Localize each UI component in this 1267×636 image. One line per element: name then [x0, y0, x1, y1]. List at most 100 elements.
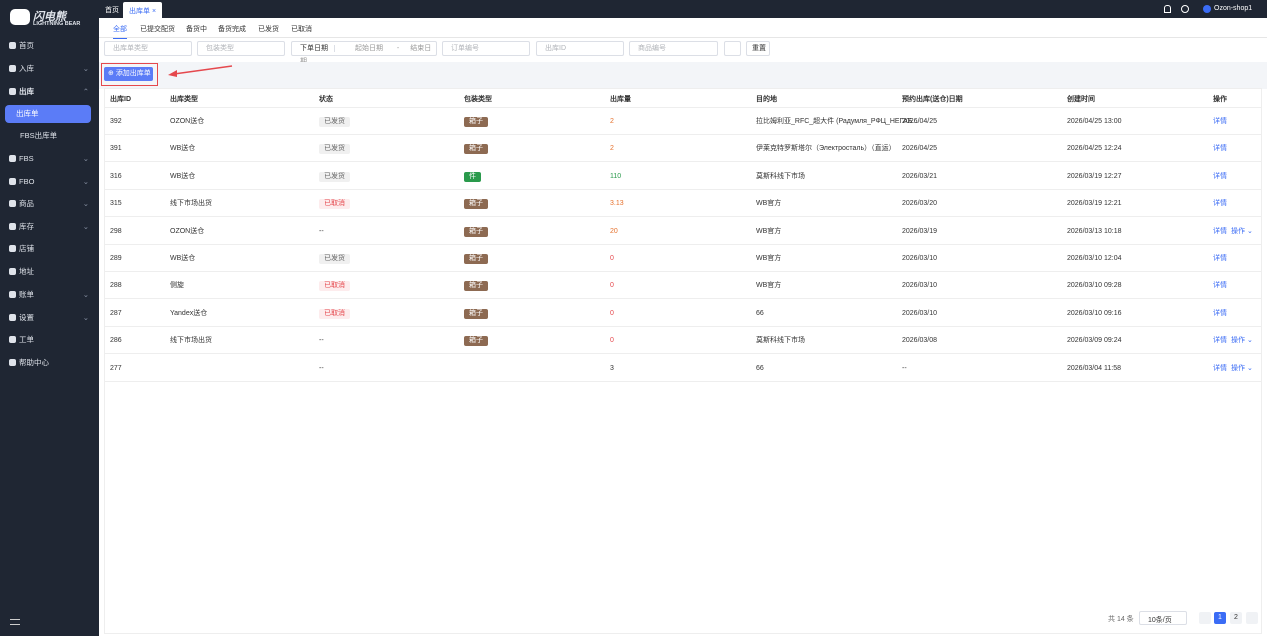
cell: 侧旋: [170, 282, 184, 290]
menu-item[interactable]: 出库 ⌃: [9, 83, 91, 101]
package-select[interactable]: 包装类型: [197, 41, 285, 56]
page-number[interactable]: 2: [1230, 612, 1242, 624]
detail-link[interactable]: 详情: [1213, 364, 1227, 372]
cell: OZON送仓: [170, 118, 205, 125]
menu-item[interactable]: FBS ⌄: [9, 150, 91, 168]
ops-cell: 详情: [1213, 163, 1231, 190]
detail-link[interactable]: 详情: [1213, 145, 1227, 153]
menu-label: 入库: [19, 64, 34, 73]
cell: Yandex送仓: [170, 309, 208, 317]
cell: --: [319, 227, 324, 235]
package-cell: 箱子: [464, 245, 488, 272]
status-cell: 已取消: [319, 300, 350, 327]
chevron: ⌄: [82, 64, 89, 73]
highlight-box: [101, 63, 158, 86]
logo-cn: 闪电熊: [33, 11, 66, 23]
ops-dropdown[interactable]: 操作 ⌄: [1231, 364, 1253, 372]
page-tab[interactable]: 出库单 ×: [123, 2, 163, 18]
cell: 2026/04/25: [902, 145, 938, 153]
cell: 0: [610, 309, 614, 317]
menu-label: FBO: [19, 177, 35, 186]
cell: 0: [610, 255, 614, 262]
cell: 2026/03/10 09:28: [1067, 282, 1122, 290]
menu-item[interactable]: 账单 ⌄: [9, 286, 91, 304]
table-row: 392 OZON送仓 已发货 箱子 2 拉比姆利亚_RFC_超大件 (Радумля_РФ…: [105, 108, 1261, 135]
status-tab[interactable]: 备货中: [186, 26, 207, 33]
status-tab[interactable]: 已发货: [258, 26, 279, 33]
status-tab[interactable]: 已提交配货: [140, 26, 175, 33]
menu-item[interactable]: 库存 ⌄: [9, 218, 91, 236]
prev-page[interactable]: [1199, 612, 1211, 624]
cell: 2: [610, 145, 614, 153]
type-select[interactable]: 出库单类型: [104, 41, 192, 56]
date-range[interactable]: 下单日期 起始日期 - 结束日期: [291, 41, 437, 65]
bell-icon[interactable]: [1164, 5, 1171, 13]
status-tab[interactable]: 备货完成: [218, 26, 246, 33]
menu-item[interactable]: 地址: [9, 263, 91, 281]
menu-item[interactable]: 首页: [9, 37, 91, 55]
status-tab[interactable]: 已取消: [291, 26, 312, 33]
cell: WB送仓: [170, 255, 196, 262]
shop-name[interactable]: Ozon-shop1: [1214, 5, 1253, 12]
status-tab[interactable]: 全部: [113, 24, 127, 39]
order-input[interactable]: 订单编号: [442, 41, 530, 56]
home-link[interactable]: 首页: [105, 7, 119, 14]
menu-item[interactable]: FBO ⌄: [9, 173, 91, 191]
ops-cell: 详情: [1213, 272, 1231, 299]
menu-item[interactable]: 商品 ⌄: [9, 195, 91, 213]
detail-link[interactable]: 详情: [1213, 282, 1227, 290]
divider: [99, 37, 1267, 38]
detail-link[interactable]: 详情: [1213, 118, 1227, 125]
next-page[interactable]: [1246, 612, 1258, 624]
out-id-input[interactable]: 出库ID: [536, 41, 624, 56]
page-number[interactable]: 1: [1214, 612, 1226, 624]
menu-item[interactable]: 设置 ⌄: [9, 309, 91, 327]
ops-dropdown[interactable]: 操作 ⌄: [1231, 227, 1253, 235]
cell: 伊莱克特罗斯塔尔（Электросталь）（直运）: [756, 145, 896, 153]
help-icon[interactable]: [1181, 5, 1189, 13]
package-tag: 箱子: [464, 226, 488, 237]
detail-link[interactable]: 详情: [1213, 337, 1227, 345]
menu-label: 账单: [19, 290, 34, 299]
collapse-icon[interactable]: [10, 619, 20, 625]
menu-item[interactable]: 入库 ⌄: [9, 60, 91, 78]
menu-label: 工单: [19, 335, 34, 344]
status-tag: 已取消: [319, 281, 350, 292]
cell: 20: [610, 227, 618, 235]
status-cell: 已发货: [319, 108, 350, 135]
column-header: 创建时间: [1067, 96, 1095, 103]
menu-item[interactable]: 店铺: [9, 240, 91, 258]
status-cell: 已发货: [319, 245, 350, 272]
menu-label: 首页: [19, 41, 34, 50]
search-button[interactable]: [724, 41, 741, 56]
menu-item[interactable]: 帮助中心: [9, 354, 91, 372]
status-tag: 已发货: [319, 171, 350, 182]
detail-link[interactable]: 详情: [1213, 172, 1227, 180]
menu-item[interactable]: 工单: [9, 331, 91, 349]
chevron: ⌄: [82, 199, 89, 208]
cell: WB送仓: [170, 145, 196, 153]
menu-item[interactable]: 出库单: [5, 105, 91, 123]
chevron: ⌄: [82, 313, 89, 322]
ops-dropdown[interactable]: 操作 ⌄: [1231, 337, 1253, 345]
ops-cell: 详情: [1213, 108, 1231, 135]
menu-label: FBS: [19, 154, 34, 163]
detail-link[interactable]: 详情: [1213, 255, 1227, 262]
add-button[interactable]: ⊕ 添加出库单: [104, 67, 153, 81]
detail-link[interactable]: 详情: [1213, 200, 1227, 208]
product-input[interactable]: 商品编号: [629, 41, 718, 56]
table-row: 288 侧旋 已取消 箱子 0 WB官方 2026/03/10 2026/03/10 09:2…: [105, 272, 1261, 300]
cell: 66: [756, 364, 764, 372]
page-size[interactable]: 10条/页: [1139, 611, 1187, 625]
menu-label: 商品: [19, 199, 34, 208]
reset-button[interactable]: 重置: [746, 41, 770, 56]
cell: 0: [610, 282, 614, 290]
detail-link[interactable]: 详情: [1213, 227, 1227, 235]
logo-en: LIGHTNING BEAR: [33, 21, 81, 27]
cell: 2026/03/20: [902, 200, 938, 208]
menu-item[interactable]: FBS出库单: [9, 127, 91, 145]
cell: OZON送仓: [170, 227, 205, 235]
detail-link[interactable]: 详情: [1213, 309, 1227, 317]
cell: 315: [110, 200, 122, 208]
package-cell: 箱子: [464, 190, 488, 217]
